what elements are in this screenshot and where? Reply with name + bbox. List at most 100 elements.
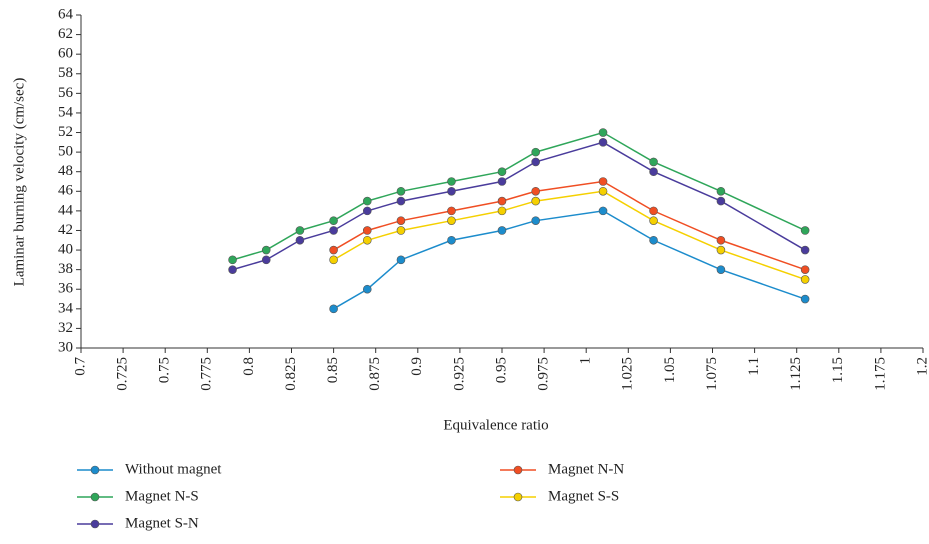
data-point xyxy=(396,216,406,225)
y-tick-label: 42 xyxy=(58,222,73,238)
data-point xyxy=(800,265,810,274)
data-point xyxy=(649,206,658,216)
data-point xyxy=(329,255,338,265)
data-point xyxy=(716,186,726,196)
data-point xyxy=(531,216,540,225)
data-point xyxy=(362,226,372,235)
data-point xyxy=(531,147,540,157)
legend-marker xyxy=(513,492,523,502)
x-tick-label: 1 xyxy=(578,357,594,365)
y-tick-label: 58 xyxy=(58,65,73,81)
data-point xyxy=(716,235,726,245)
data-point xyxy=(447,235,456,245)
y-tick-label: 46 xyxy=(58,183,74,199)
y-tick-label: 62 xyxy=(58,26,73,42)
data-point xyxy=(598,186,608,196)
data-point xyxy=(800,226,810,235)
series-line xyxy=(333,180,806,271)
data-point xyxy=(716,245,726,255)
data-point xyxy=(598,206,608,216)
data-point xyxy=(649,216,658,225)
data-point xyxy=(396,196,406,206)
data-point xyxy=(396,186,406,196)
x-tick-label: 1.025 xyxy=(620,357,636,391)
data-point xyxy=(497,177,507,186)
data-point xyxy=(649,157,658,167)
y-tick-label: 40 xyxy=(58,241,73,257)
series-line xyxy=(333,190,806,281)
x-axis-label: Equivalence ratio xyxy=(443,417,548,433)
y-tick-label: 56 xyxy=(58,85,74,101)
x-tick-label: 0.85 xyxy=(325,357,341,383)
data-point xyxy=(800,294,810,304)
data-point xyxy=(598,177,608,186)
x-tick-label: 1.1 xyxy=(746,357,762,376)
x-tick-label: 1.2 xyxy=(914,357,929,376)
data-point xyxy=(800,245,810,255)
data-point xyxy=(447,206,456,216)
data-point xyxy=(396,255,406,265)
data-point xyxy=(716,196,726,206)
x-tick-label: 1.125 xyxy=(788,357,804,391)
y-tick-label: 30 xyxy=(58,339,73,355)
data-point xyxy=(261,245,271,255)
data-point xyxy=(497,167,507,177)
data-point xyxy=(716,265,726,274)
y-tick-label: 52 xyxy=(58,124,73,140)
legend-label: Magnet N-N xyxy=(548,461,624,477)
data-point xyxy=(497,196,507,206)
series-line xyxy=(333,210,806,310)
x-tick-label: 0.975 xyxy=(536,357,552,391)
data-point xyxy=(396,226,406,235)
y-tick-label: 54 xyxy=(58,104,74,120)
data-point xyxy=(531,196,540,206)
legend-label: Magnet S-S xyxy=(548,488,619,504)
data-point xyxy=(362,284,372,294)
data-point xyxy=(295,226,305,235)
data-point xyxy=(497,226,507,235)
data-point xyxy=(362,235,372,245)
y-tick-label: 60 xyxy=(58,46,73,62)
x-tick-label: 0.95 xyxy=(493,357,509,383)
x-tick-label: 0.9 xyxy=(409,357,425,376)
x-tick-label: 0.925 xyxy=(451,357,467,391)
data-point xyxy=(329,226,338,235)
data-point xyxy=(228,265,237,274)
data-point xyxy=(329,216,338,225)
legend-marker xyxy=(90,492,100,502)
y-tick-label: 50 xyxy=(58,144,73,160)
legend-marker xyxy=(90,465,100,475)
data-point xyxy=(649,167,658,177)
y-axis-label: Laminar burning velocity (cm/sec) xyxy=(11,78,27,287)
data-point xyxy=(447,186,456,196)
legend-label: Magnet N-S xyxy=(125,488,199,504)
data-point xyxy=(228,255,237,265)
legend-label: Magnet S-N xyxy=(125,515,199,531)
x-tick-label: 0.775 xyxy=(199,357,215,391)
data-point xyxy=(329,304,338,314)
x-tick-label: 0.7 xyxy=(72,357,88,376)
data-point xyxy=(447,216,456,225)
data-point xyxy=(447,177,456,186)
y-tick-label: 36 xyxy=(58,281,74,297)
data-point xyxy=(598,128,608,137)
data-point xyxy=(261,255,271,265)
x-tick-label: 1.15 xyxy=(830,357,846,383)
data-point xyxy=(497,206,507,216)
x-tick-label: 0.875 xyxy=(367,357,383,391)
y-tick-label: 64 xyxy=(58,6,74,22)
x-tick-label: 0.8 xyxy=(241,357,257,376)
data-point xyxy=(295,235,305,245)
legend-marker xyxy=(90,519,100,529)
y-tick-label: 44 xyxy=(58,202,74,218)
x-tick-label: 0.825 xyxy=(283,357,299,391)
data-point xyxy=(649,235,658,245)
data-point xyxy=(531,186,540,196)
y-tick-label: 34 xyxy=(58,300,74,316)
legend-marker xyxy=(513,465,523,475)
data-point xyxy=(329,245,338,255)
y-tick-label: 38 xyxy=(58,261,73,277)
x-tick-label: 1.075 xyxy=(704,357,720,391)
y-tick-label: 48 xyxy=(58,163,73,179)
